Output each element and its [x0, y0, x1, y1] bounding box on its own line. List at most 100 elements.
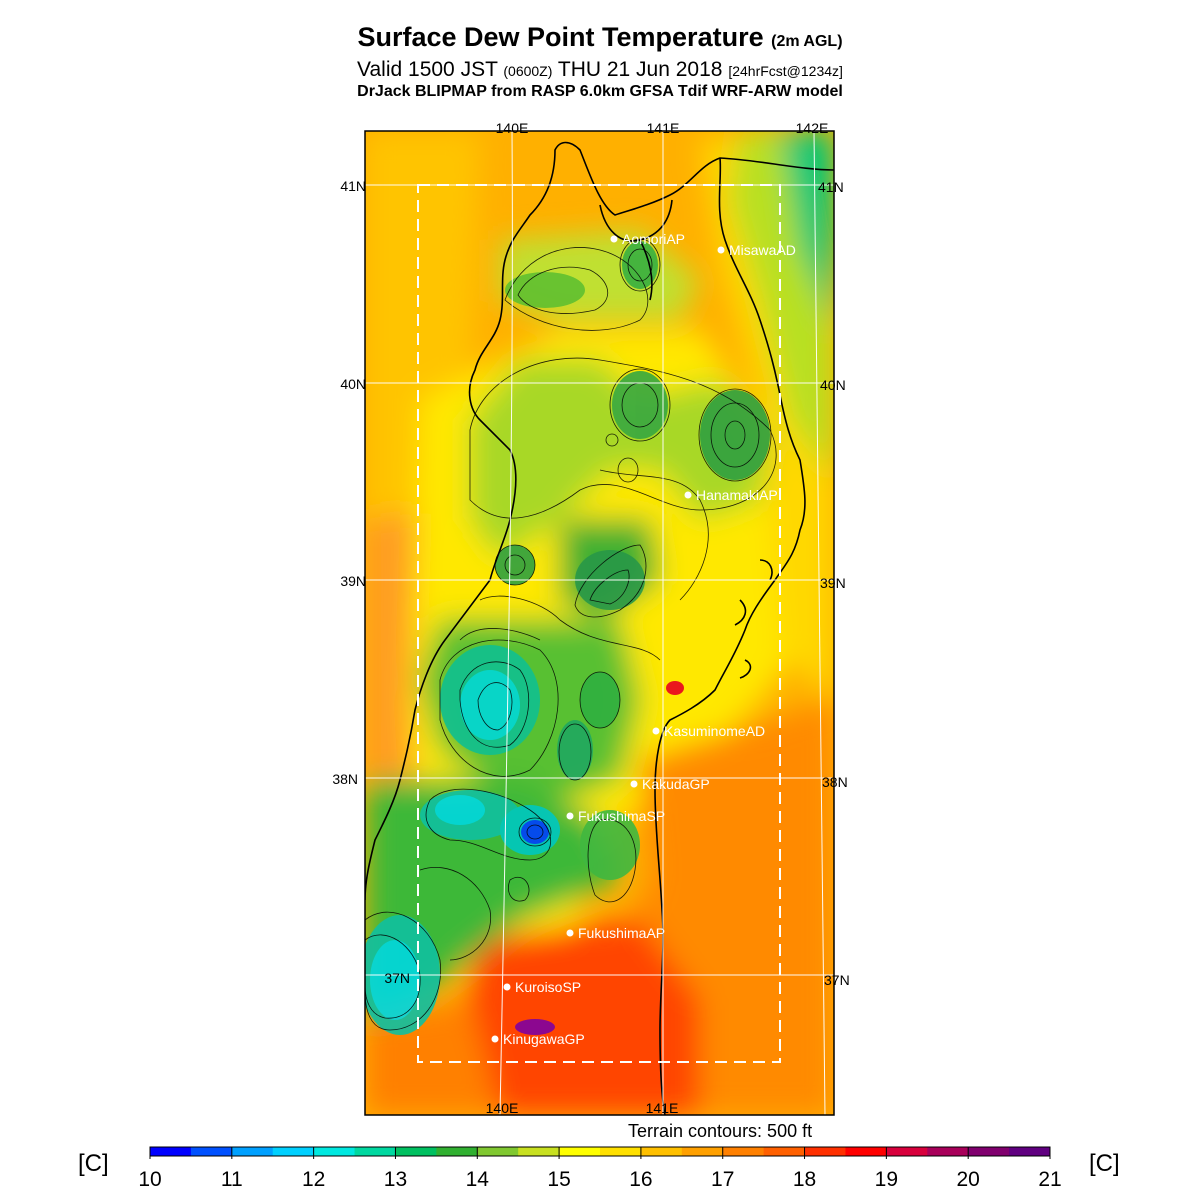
colorbar-tick-label: 19 — [875, 1168, 898, 1191]
colorbar-tick-label: 11 — [221, 1168, 243, 1191]
coastline — [365, 141, 834, 1115]
station-marker — [503, 983, 511, 991]
station-label: AomoriAP — [622, 231, 685, 247]
station-label: FukushimaAP — [578, 925, 665, 941]
lat-label-41n-left: 41N — [340, 178, 366, 194]
terrain-contours — [365, 238, 777, 1031]
lon-label-141e-top: 141E — [647, 120, 680, 136]
colorbar-swatch — [231, 1147, 274, 1156]
dewpoint-map: 140E 141E 142E 140E 141E 41N 40N 39N 38N… — [332, 120, 850, 1116]
valid-forecast: [24hrFcst@1234z] — [728, 63, 843, 79]
lon-label-140e-bottom: 140E — [486, 1100, 519, 1116]
station-aomoriap[interactable]: AomoriAP — [610, 231, 686, 247]
colorbar-tick-label: 10 — [138, 1168, 161, 1191]
lat-label-38n-left: 38N — [332, 771, 358, 787]
title-main-text: Surface Dew Point Temperature — [357, 22, 764, 52]
colorbar-swatch — [804, 1147, 846, 1156]
lon-label-142e-top: 142E — [796, 120, 829, 136]
field-cores — [365, 241, 770, 1035]
colorbar-swatch — [313, 1147, 356, 1156]
colorbar-swatch — [763, 1147, 806, 1156]
valid-prefix: Valid 1500 JST — [357, 58, 498, 81]
station-kasuminomead[interactable]: KasuminomeAD — [652, 723, 766, 739]
station-marker — [652, 727, 660, 735]
station-label: HanamakiAP — [696, 487, 778, 503]
field-layer — [365, 131, 834, 1115]
colorbar: 10 11 12 13 14 15 16 17 18 19 20 21 — [138, 1146, 1062, 1191]
station-label: MisawaAD — [729, 242, 796, 258]
colorbar-swatch — [886, 1147, 928, 1156]
lat-labels-right: 41N 40N 39N 38N 37N — [818, 179, 850, 988]
colorbar-tick-label: 14 — [466, 1168, 490, 1191]
station-label: KuroisoSP — [515, 979, 581, 995]
station-hanamakiap[interactable]: HanamakiAP — [684, 487, 778, 503]
colorbar-swatch — [681, 1147, 724, 1156]
colorbar-tick-label: 13 — [384, 1168, 407, 1191]
station-label: KasuminomeAD — [664, 723, 765, 739]
lat-label-40n-right: 40N — [820, 377, 846, 393]
title-suffix: (2m AGL) — [771, 33, 843, 50]
chart-title: Surface Dew Point Temperature (2m AGL) — [0, 22, 1200, 53]
lon-label-141e-bottom: 141E — [646, 1100, 679, 1116]
station-marker — [610, 235, 618, 243]
valid-zulu: (0600Z) — [503, 63, 553, 79]
colorbar-swatch — [1009, 1147, 1051, 1156]
colorbar-swatch — [518, 1147, 560, 1156]
colorbar-swatch — [477, 1147, 519, 1156]
valid-time-line: Valid 1500 JST (0600Z) THU 21 Jun 2018 [… — [0, 58, 1200, 82]
lat-label-37n-right: 37N — [824, 972, 850, 988]
colorbar-swatch — [436, 1147, 478, 1156]
colorbar-swatch — [600, 1147, 642, 1156]
terrain-note: Terrain contours: 500 ft — [628, 1121, 813, 1141]
domain-boundary — [417, 184, 781, 1063]
colorbar-swatch — [968, 1147, 1010, 1156]
station-label: KakudaGP — [642, 776, 710, 792]
valid-date: THU 21 Jun 2018 — [557, 58, 723, 81]
station-label: KinugawaGP — [503, 1031, 585, 1047]
colorbar-swatch — [559, 1147, 601, 1156]
lon-labels-bottom: 140E 141E — [486, 1100, 679, 1116]
station-marker — [566, 929, 574, 937]
lat-label-37n-left: 37N — [384, 970, 410, 986]
colorbar-tick-label: 15 — [547, 1168, 570, 1191]
colorbar-tick-label: 16 — [629, 1168, 652, 1191]
station-kuroisosp[interactable]: KuroisoSP — [503, 979, 582, 995]
lat-label-39n-left: 39N — [340, 573, 366, 589]
colorbar-swatch — [845, 1147, 887, 1156]
station-marker — [717, 246, 725, 254]
station-marker — [491, 1035, 499, 1043]
colorbar-ticks: 10 11 12 13 14 15 16 17 18 19 20 21 — [138, 1147, 1062, 1191]
colorbar-tick-label: 17 — [711, 1168, 734, 1191]
model-line: DrJack BLIPMAP from RASP 6.0km GFSA Tdif… — [357, 83, 843, 100]
stations: AomoriAP MisawaAD HanamakiAP KasuminomeA… — [491, 231, 796, 1047]
map-frame — [364, 130, 835, 1116]
colorbar-swatch — [722, 1147, 765, 1156]
colorbar-tick-label: 20 — [957, 1168, 980, 1191]
colorbar-tick-label: 18 — [793, 1168, 816, 1191]
station-label: FukushimaSP — [578, 808, 665, 824]
colorbar-swatch — [150, 1147, 192, 1156]
colorbar-swatch — [395, 1147, 437, 1156]
station-fukushimaap[interactable]: FukushimaAP — [566, 925, 666, 941]
colorbar-swatch — [190, 1147, 233, 1156]
colorbar-swatch — [272, 1147, 315, 1156]
colorbar-tick-label: 21 — [1038, 1168, 1061, 1191]
colorbar-swatch — [927, 1147, 969, 1156]
colorbar-unit-right: [C] — [1089, 1150, 1120, 1177]
colorbar-swatch — [354, 1147, 396, 1156]
station-kinugawagp[interactable]: KinugawaGP — [491, 1031, 585, 1047]
lon-label-140e-top: 140E — [496, 120, 529, 136]
lat-label-38n-right: 38N — [822, 774, 848, 790]
lat-label-39n-right: 39N — [820, 575, 846, 591]
station-kakudagp[interactable]: KakudaGP — [630, 776, 710, 792]
lat-label-41n-right: 41N — [818, 179, 844, 195]
colorbar-tick-label: 12 — [302, 1168, 325, 1191]
station-misawaad[interactable]: MisawaAD — [717, 242, 796, 258]
lon-labels-top: 140E 141E 142E — [496, 120, 829, 136]
colorbar-swatch — [640, 1147, 683, 1156]
lat-labels-left: 41N 40N 39N 38N 37N — [332, 178, 410, 986]
station-marker — [684, 491, 692, 499]
lat-label-40n-left: 40N — [340, 376, 366, 392]
station-fukushimasp[interactable]: FukushimaSP — [566, 808, 666, 824]
colorbar-unit-left: [C] — [78, 1150, 109, 1177]
